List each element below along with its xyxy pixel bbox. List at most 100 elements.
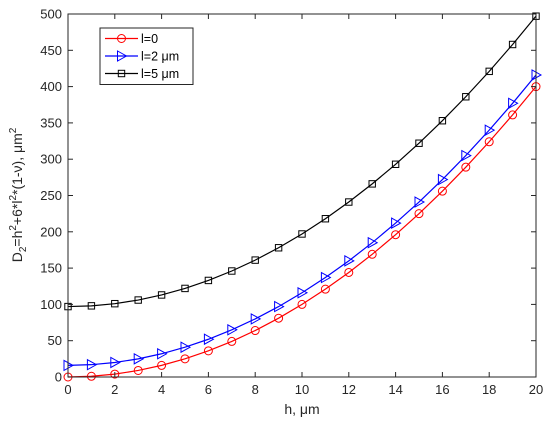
x-axis-label: h, μm [284, 401, 319, 417]
data-point [415, 139, 423, 147]
data-point [86, 358, 98, 371]
data-point [180, 354, 190, 364]
legend-item: l=0 [105, 32, 158, 46]
axes: 0 2 4 6 8 10 12 14 16 18 2005010015020025030035040… [40, 7, 543, 398]
data-point [203, 333, 215, 346]
y-tick-label: 0 [55, 370, 62, 385]
x-tick-label: 8 [252, 382, 259, 397]
data-point [133, 365, 143, 375]
legend-label: l=2 μm [141, 50, 179, 64]
x-tick-label: 20 [529, 382, 543, 397]
data-point [110, 356, 121, 369]
data-point [508, 40, 517, 49]
series-line [67, 86, 537, 378]
data-point [227, 323, 238, 336]
data-point [157, 347, 168, 360]
legend-item: l=2 μm [105, 50, 179, 64]
data-point [484, 124, 496, 137]
y-tick-label: 100 [40, 297, 62, 312]
y-axis-label-sup3: 2 [8, 127, 19, 133]
x-tick-label: 0 [64, 382, 71, 397]
legend-marker [117, 50, 128, 62]
legend-item: l=5 μm [105, 67, 179, 81]
data-point [461, 162, 471, 172]
y-tick-label: 500 [40, 7, 62, 22]
data-point [157, 291, 166, 299]
legend-label: l=0 [141, 32, 158, 46]
data-point [86, 371, 96, 381]
legend-marker [117, 34, 126, 43]
data-point [274, 313, 284, 323]
data-point [485, 67, 493, 76]
data-point [274, 244, 283, 252]
data-point [508, 97, 519, 110]
x-tick-label: 14 [388, 382, 402, 397]
legend-box [99, 27, 194, 85]
series-line [67, 15, 537, 308]
data-point [250, 313, 262, 325]
x-tick-label: 12 [342, 382, 356, 397]
series-1 [63, 82, 541, 382]
data-point [180, 341, 192, 354]
y-axis-label-mid: +6*l [9, 201, 25, 226]
y-axis-label-tail: *(1-ν), μm [9, 133, 25, 195]
data-point [345, 198, 353, 206]
y-tick-label: 50 [48, 333, 62, 348]
x-tick-label: 16 [435, 382, 449, 397]
data-point [414, 209, 424, 219]
data-point [204, 276, 213, 285]
data-point [461, 149, 472, 162]
data-point [462, 93, 470, 101]
series-2 [63, 69, 543, 372]
x-tick-label: 2 [111, 382, 118, 397]
data-point [321, 215, 330, 223]
data-point [367, 236, 379, 249]
data-point [157, 360, 167, 370]
legend-marker [117, 69, 126, 78]
data-point [484, 137, 494, 147]
data-point [134, 296, 142, 304]
data-point [250, 326, 260, 336]
data-point [274, 300, 285, 313]
data-point [87, 302, 96, 310]
y-axis-label-base: D [9, 252, 25, 262]
data-point [344, 267, 354, 277]
data-point [228, 267, 236, 275]
y-tick-label: 300 [40, 152, 62, 167]
y-axis-label-sup1: 2 [8, 225, 19, 231]
x-tick-label: 18 [482, 382, 496, 397]
series-3 [64, 12, 540, 311]
data-point [391, 160, 400, 168]
data-point [110, 369, 120, 379]
y-tick-label: 400 [40, 79, 62, 94]
data-point [297, 286, 309, 299]
data-point [181, 284, 189, 293]
data-point [298, 230, 306, 238]
x-tick-label: 6 [205, 382, 212, 397]
data-point [508, 110, 518, 120]
y-axis-label-sup2: 2 [8, 195, 19, 201]
data-point [320, 284, 330, 294]
data-point [414, 196, 426, 208]
data-point [344, 254, 355, 267]
legend: l=0 l=2 μm l=5 μm [99, 27, 194, 85]
data-point [391, 217, 402, 229]
y-tick-label: 150 [40, 261, 62, 276]
data-point [437, 186, 447, 196]
y-tick-label: 350 [40, 115, 62, 130]
data-point [227, 336, 237, 346]
data-point [251, 256, 259, 264]
series-line [67, 74, 537, 366]
data-point [111, 299, 119, 308]
data-point [391, 230, 401, 240]
legend-label: l=5 μm [141, 67, 179, 81]
data-point [367, 249, 377, 259]
y-tick-label: 450 [40, 43, 62, 58]
data-point [437, 173, 449, 186]
y-axis-label-sub: 2 [18, 246, 29, 252]
data-point [203, 346, 213, 356]
y-tick-label: 250 [40, 188, 62, 203]
y-axis-label-eq: =h [9, 231, 25, 247]
y-tick-label: 200 [40, 224, 62, 239]
